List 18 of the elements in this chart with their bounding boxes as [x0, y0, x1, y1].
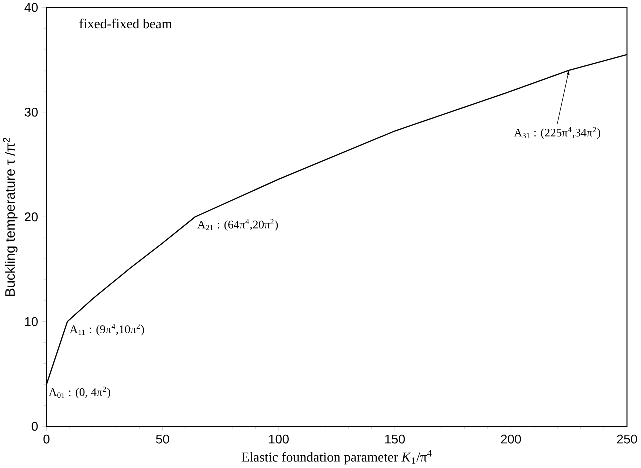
x-tick-label: 0: [44, 434, 50, 444]
annotation: A$_{31}$ : (225π$^{4}$,34π$^{2}$): [514, 127, 600, 140]
y-tick-label: 10: [25, 317, 38, 326]
x-axis-title: Elastic foundation parameter K$_{1}$/π$^{4}$: [242, 450, 432, 465]
y-tick-label: 20: [25, 212, 38, 222]
y-tick-label: 0: [32, 422, 38, 432]
y-axis-title: Buckling temperature τ /π$^{2}$: [3, 138, 18, 296]
annotation: A$_{01}$ : (0, 4π$^{2}$): [48, 386, 110, 399]
annotation: fixed-fixed beam: [80, 18, 172, 29]
annotation: A$_{21}$ : (64π$^{4}$,20π$^{2}$): [198, 219, 278, 232]
annotation: A$_{11}$ : (9π$^{4}$,10π$^{2}$): [70, 324, 144, 336]
x-tick-label: 50: [156, 434, 170, 444]
x-tick-label: 250: [617, 434, 638, 444]
y-tick-label: 40: [24, 3, 38, 12]
x-tick-label: 100: [269, 434, 289, 444]
x-tick-label: 150: [385, 434, 406, 444]
x-tick-label: 200: [501, 434, 522, 444]
y-tick-label: 30: [24, 108, 38, 117]
